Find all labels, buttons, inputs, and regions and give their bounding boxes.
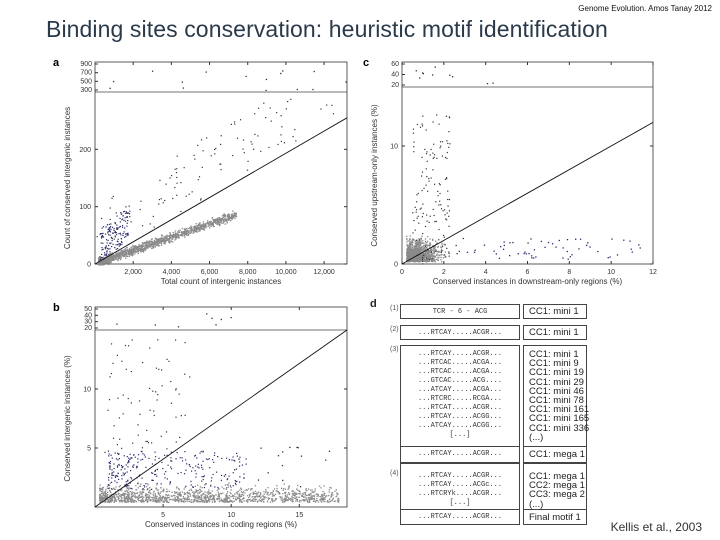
svg-text:Count of conserved intergenic: Count of conserved intergenic instances xyxy=(63,107,72,249)
svg-text:60: 60 xyxy=(391,61,399,68)
motif-seq: ...RTCAT.....ACGR... xyxy=(417,404,502,412)
svg-text:4: 4 xyxy=(484,269,488,276)
motif-seq: ...RTCRC.....RCGA... xyxy=(417,395,502,403)
svg-text:6: 6 xyxy=(526,269,530,276)
svg-text:5: 5 xyxy=(87,446,91,453)
cc-label: CC1: mini 1 xyxy=(529,349,579,360)
motif-seq: ...RTCAY.....ACGR... xyxy=(417,329,502,337)
cc-box-step1: CC1: mini 1 xyxy=(523,304,587,319)
scatter-panel-c: c 20 40 60 0 10 0 2 4 6 8 10 12 Conserved instances i… xyxy=(360,52,670,292)
motif-seq: ...RTCAC.....ACGA... xyxy=(417,368,502,376)
svg-text:6,000: 6,000 xyxy=(201,269,219,276)
cc-label-result: Final motif 1 xyxy=(524,509,586,524)
motif-seq-result: ...RTCAY.....ACGR... xyxy=(401,446,519,462)
cc-label: (...) xyxy=(529,431,544,443)
svg-text:40: 40 xyxy=(84,312,92,319)
svg-text:10: 10 xyxy=(607,269,615,276)
svg-text:40: 40 xyxy=(391,72,399,79)
cc-label: CC1: mini 29 xyxy=(529,376,584,388)
svg-text:Total count of intergenic inst: Total count of intergenic instances xyxy=(161,277,282,286)
motif-seq: ...RTCAY.....ACGR... xyxy=(417,350,502,358)
svg-text:8,000: 8,000 xyxy=(239,269,257,276)
svg-text:0: 0 xyxy=(400,269,404,276)
motif-seq: [...] xyxy=(449,499,471,507)
cc-label: CC1: mini 46 xyxy=(529,385,584,397)
motif-box-step2: ...RTCAY.....ACGR... xyxy=(400,325,520,340)
cc-box-step4: CC1: mega 1 CC2: mega 1 CC3: mega 2 (...) F… xyxy=(523,463,587,525)
svg-text:500: 500 xyxy=(80,78,92,85)
scatter-panel-a: a 300 500 700 900 0 100 200 2,000 4,000 6,000 8,000… xyxy=(50,52,360,292)
cc-label: (...) xyxy=(529,498,544,510)
step-number: (4) xyxy=(390,470,399,477)
motif-seq: ...RTCAC.....ACGA... xyxy=(417,359,502,367)
svg-text:50: 50 xyxy=(84,306,92,313)
cc-label: CC1: mini 1 xyxy=(529,306,579,317)
cc-label: CC2: mega 1 xyxy=(529,480,585,492)
svg-text:c: c xyxy=(363,57,369,69)
svg-text:200: 200 xyxy=(79,147,91,154)
motif-box-step4: ...RTCAY.....ACGR... ...RTCAY.....ACGc...… xyxy=(400,463,520,525)
cc-label-result: CC1: mega 1 xyxy=(524,446,586,462)
svg-text:b: b xyxy=(53,302,60,314)
cc-label: CC1: mini 9 xyxy=(529,358,579,370)
slide-title: Binding sites conservation: heuristic mo… xyxy=(46,16,608,42)
svg-text:Conserved upstream-only instan: Conserved upstream-only instances (%) xyxy=(370,104,379,247)
cc-label: CC1: mini 165 xyxy=(529,413,590,425)
cc-label: CC1: mini 336 xyxy=(529,422,590,434)
motif-box-step3: ...RTCAY.....ACGR... ...RTCAC.....ACGA...… xyxy=(400,345,520,463)
svg-text:4,000: 4,000 xyxy=(163,269,181,276)
cc-label: CC1: mini 1 xyxy=(529,327,579,338)
motif-seq: ...RTCAY.....ACGR... xyxy=(417,472,502,480)
svg-text:0: 0 xyxy=(394,262,398,269)
svg-text:20: 20 xyxy=(391,82,399,89)
svg-text:2: 2 xyxy=(442,269,446,276)
motif-seq: ...ATCAY.....ACGA... xyxy=(417,386,502,394)
cc-label: CC3: mega 2 xyxy=(529,489,585,501)
cc-label: CC1: mini 19 xyxy=(529,367,584,379)
motif-seq: ...RTCAY.....ACGc... xyxy=(417,481,502,489)
motif-seq: ...ATCAY.....ACGG... xyxy=(417,422,502,430)
svg-text:10: 10 xyxy=(390,144,398,151)
cc-label: CC1: mini 78 xyxy=(529,395,584,407)
motif-seq: ...RTCAY.....ACGG... xyxy=(417,413,502,421)
step-number: (2) xyxy=(390,326,399,333)
motif-box-step1: TCR - 6 - ACG xyxy=(400,304,520,319)
svg-text:2,000: 2,000 xyxy=(124,269,142,276)
cc-label: CC1: mega 1 xyxy=(529,471,585,482)
svg-text:12,000: 12,000 xyxy=(313,269,335,276)
svg-text:10: 10 xyxy=(227,512,235,519)
svg-text:30: 30 xyxy=(84,319,92,326)
svg-text:Conserved intergenic instances: Conserved intergenic instances (%) xyxy=(63,355,72,482)
svg-text:8: 8 xyxy=(567,269,571,276)
svg-text:a: a xyxy=(53,57,60,69)
motif-refinement-panel-d: d (1) TCR - 6 - ACG CC1: mini 1 (2) ...R… xyxy=(365,298,605,533)
svg-text:300: 300 xyxy=(80,87,92,94)
svg-text:700: 700 xyxy=(80,70,92,77)
svg-text:0: 0 xyxy=(87,262,91,269)
svg-text:5: 5 xyxy=(161,512,165,519)
motif-seq: ...GTCAC.....ACG.... xyxy=(417,377,502,385)
step-number: (1) xyxy=(390,305,399,312)
scatter-panel-b: b 20 30 40 50 5 10 5 10 15 Conserved instances in … xyxy=(50,297,360,537)
svg-text:15: 15 xyxy=(295,512,303,519)
motif-seq: ...RTCRYk....ACGR... xyxy=(417,490,502,498)
panel-label-d: d xyxy=(370,298,377,310)
svg-text:10,000: 10,000 xyxy=(275,269,297,276)
motif-seq-result: ...RTCAY.....ACGR... xyxy=(401,509,519,524)
cc-box-step3: CC1: mini 1 CC1: mini 9 CC1: mini 19 CC1: m… xyxy=(523,345,590,463)
motif-seq: TCR - 6 - ACG xyxy=(432,308,488,316)
svg-text:10: 10 xyxy=(83,387,91,394)
svg-text:Conserved instances in downstr: Conserved instances in downstream-only r… xyxy=(433,277,623,286)
step-number: (3) xyxy=(390,346,399,353)
svg-text:20: 20 xyxy=(84,325,92,332)
svg-text:Conserved instances in coding: Conserved instances in coding regions (%… xyxy=(145,520,297,529)
motif-seq: [...] xyxy=(449,431,471,439)
citation: Kellis et al., 2003 xyxy=(610,520,702,534)
svg-text:900: 900 xyxy=(80,61,92,68)
svg-text:100: 100 xyxy=(79,204,91,211)
cc-label: CC1: mini 161 xyxy=(529,404,590,416)
cc-box-step2: CC1: mini 1 xyxy=(523,325,587,340)
slide-credit: Genome Evolution. Amos Tanay 2012 xyxy=(578,4,712,13)
svg-text:12: 12 xyxy=(649,269,657,276)
